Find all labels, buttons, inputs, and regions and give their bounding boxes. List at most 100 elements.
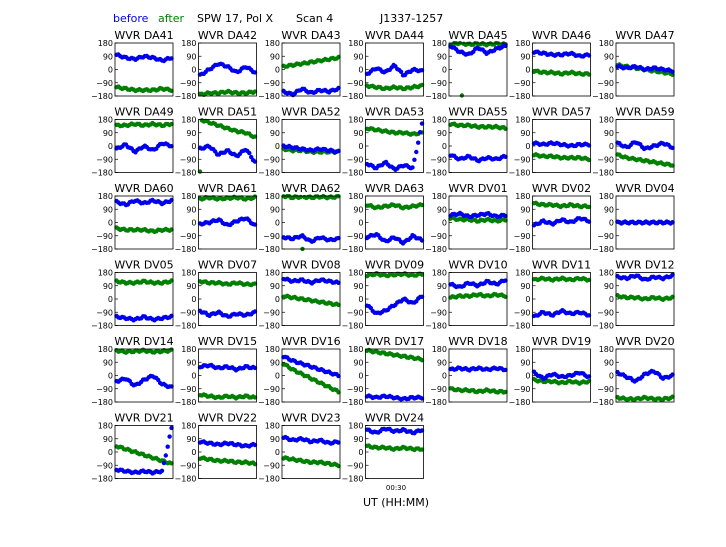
panel-frame bbox=[448, 272, 508, 326]
y-tick-label: −90 bbox=[347, 232, 364, 241]
y-tick-label: 180 bbox=[515, 192, 530, 201]
y-tick-label: 90 bbox=[604, 52, 614, 61]
y-tick-label: 90 bbox=[103, 358, 113, 367]
before-point bbox=[670, 272, 675, 277]
after-point bbox=[586, 157, 592, 163]
panel-title: WVR DA61 bbox=[198, 182, 257, 195]
y-tick-label: −90 bbox=[347, 155, 364, 164]
before-point bbox=[414, 149, 419, 155]
y-tick-label: −180 bbox=[592, 169, 614, 178]
panel-frame bbox=[198, 272, 257, 326]
before-point bbox=[161, 460, 167, 466]
y-tick-label: −90 bbox=[514, 155, 531, 164]
after-point bbox=[586, 277, 592, 283]
panel-title: WVR DA45 bbox=[448, 29, 507, 42]
y-tick-label: −90 bbox=[180, 308, 197, 317]
panel-title: WVR DV05 bbox=[114, 259, 173, 272]
y-tick-label: −180 bbox=[342, 92, 364, 101]
y-tick-label: 180 bbox=[98, 422, 113, 431]
panel-title: WVR DV08 bbox=[281, 259, 340, 272]
y-tick-label: −90 bbox=[263, 155, 280, 164]
y-tick-label: 90 bbox=[186, 129, 196, 138]
y-tick-label: −180 bbox=[175, 398, 197, 407]
panel-frame bbox=[532, 42, 591, 97]
y-tick-label: 0 bbox=[191, 219, 196, 228]
y-tick-label: 0 bbox=[525, 372, 530, 381]
before-point bbox=[586, 143, 592, 148]
y-tick-label: −180 bbox=[175, 169, 197, 178]
y-tick-label: −180 bbox=[342, 475, 364, 484]
before-point bbox=[159, 468, 165, 473]
panel-frame bbox=[114, 425, 174, 479]
after-point bbox=[336, 302, 341, 308]
before-point bbox=[503, 154, 508, 159]
y-tick-label: 90 bbox=[186, 282, 196, 291]
y-tick-label: −90 bbox=[96, 308, 113, 317]
y-tick-label: 90 bbox=[103, 205, 113, 214]
y-tick-label: −90 bbox=[263, 79, 280, 88]
y-tick-label: −90 bbox=[180, 385, 197, 394]
panel-frame bbox=[198, 348, 257, 403]
y-tick-label: 90 bbox=[270, 52, 280, 61]
panel-frame bbox=[281, 195, 341, 250]
after-point bbox=[336, 463, 341, 469]
panel-frame bbox=[281, 272, 341, 326]
y-tick-label: −90 bbox=[347, 385, 364, 394]
y-tick-label: 90 bbox=[437, 205, 447, 214]
y-tick-label: −180 bbox=[425, 322, 447, 331]
panel-frame bbox=[281, 42, 341, 97]
y-tick-label: 180 bbox=[432, 39, 447, 48]
panel-frame bbox=[448, 348, 508, 403]
panel-title: WVR DV04 bbox=[615, 182, 674, 195]
legend-after-label: after bbox=[158, 12, 185, 25]
panel-frame bbox=[448, 119, 508, 173]
y-tick-label: 0 bbox=[108, 142, 113, 151]
y-tick-label: 90 bbox=[604, 205, 614, 214]
y-tick-label: 90 bbox=[520, 282, 530, 291]
before-point bbox=[670, 145, 675, 151]
y-tick-label: 180 bbox=[348, 345, 363, 354]
panel-frame bbox=[532, 272, 591, 326]
y-tick-label: −90 bbox=[430, 385, 447, 394]
panel-frame bbox=[198, 425, 257, 479]
y-tick-label: 0 bbox=[358, 66, 363, 75]
panel-frame bbox=[365, 425, 424, 479]
y-tick-label: 90 bbox=[520, 52, 530, 61]
y-tick-label: −180 bbox=[425, 169, 447, 178]
y-tick-label: −180 bbox=[592, 398, 614, 407]
panel-title: WVR DV07 bbox=[198, 259, 257, 272]
panel-title: WVR DV21 bbox=[114, 412, 173, 425]
y-tick-label: 180 bbox=[265, 39, 280, 48]
before-point bbox=[165, 444, 170, 449]
y-tick-label: 90 bbox=[437, 129, 447, 138]
y-tick-label: 180 bbox=[348, 192, 363, 201]
panel-title: WVR DA46 bbox=[532, 29, 591, 42]
panel-title: WVR DA42 bbox=[198, 29, 257, 42]
y-tick-label: 90 bbox=[186, 205, 196, 214]
y-tick-label: 0 bbox=[609, 66, 614, 75]
y-tick-label: −180 bbox=[258, 398, 280, 407]
panel-title: WVR DV24 bbox=[365, 412, 424, 425]
after-point bbox=[419, 82, 425, 88]
y-tick-label: 0 bbox=[442, 295, 447, 304]
before-point bbox=[336, 235, 341, 241]
after-point bbox=[419, 202, 425, 208]
y-tick-label: 90 bbox=[270, 358, 280, 367]
y-tick-label: −180 bbox=[509, 322, 531, 331]
y-tick-label: −180 bbox=[509, 398, 531, 407]
panel-frame bbox=[114, 272, 174, 326]
y-tick-label: −180 bbox=[175, 92, 197, 101]
